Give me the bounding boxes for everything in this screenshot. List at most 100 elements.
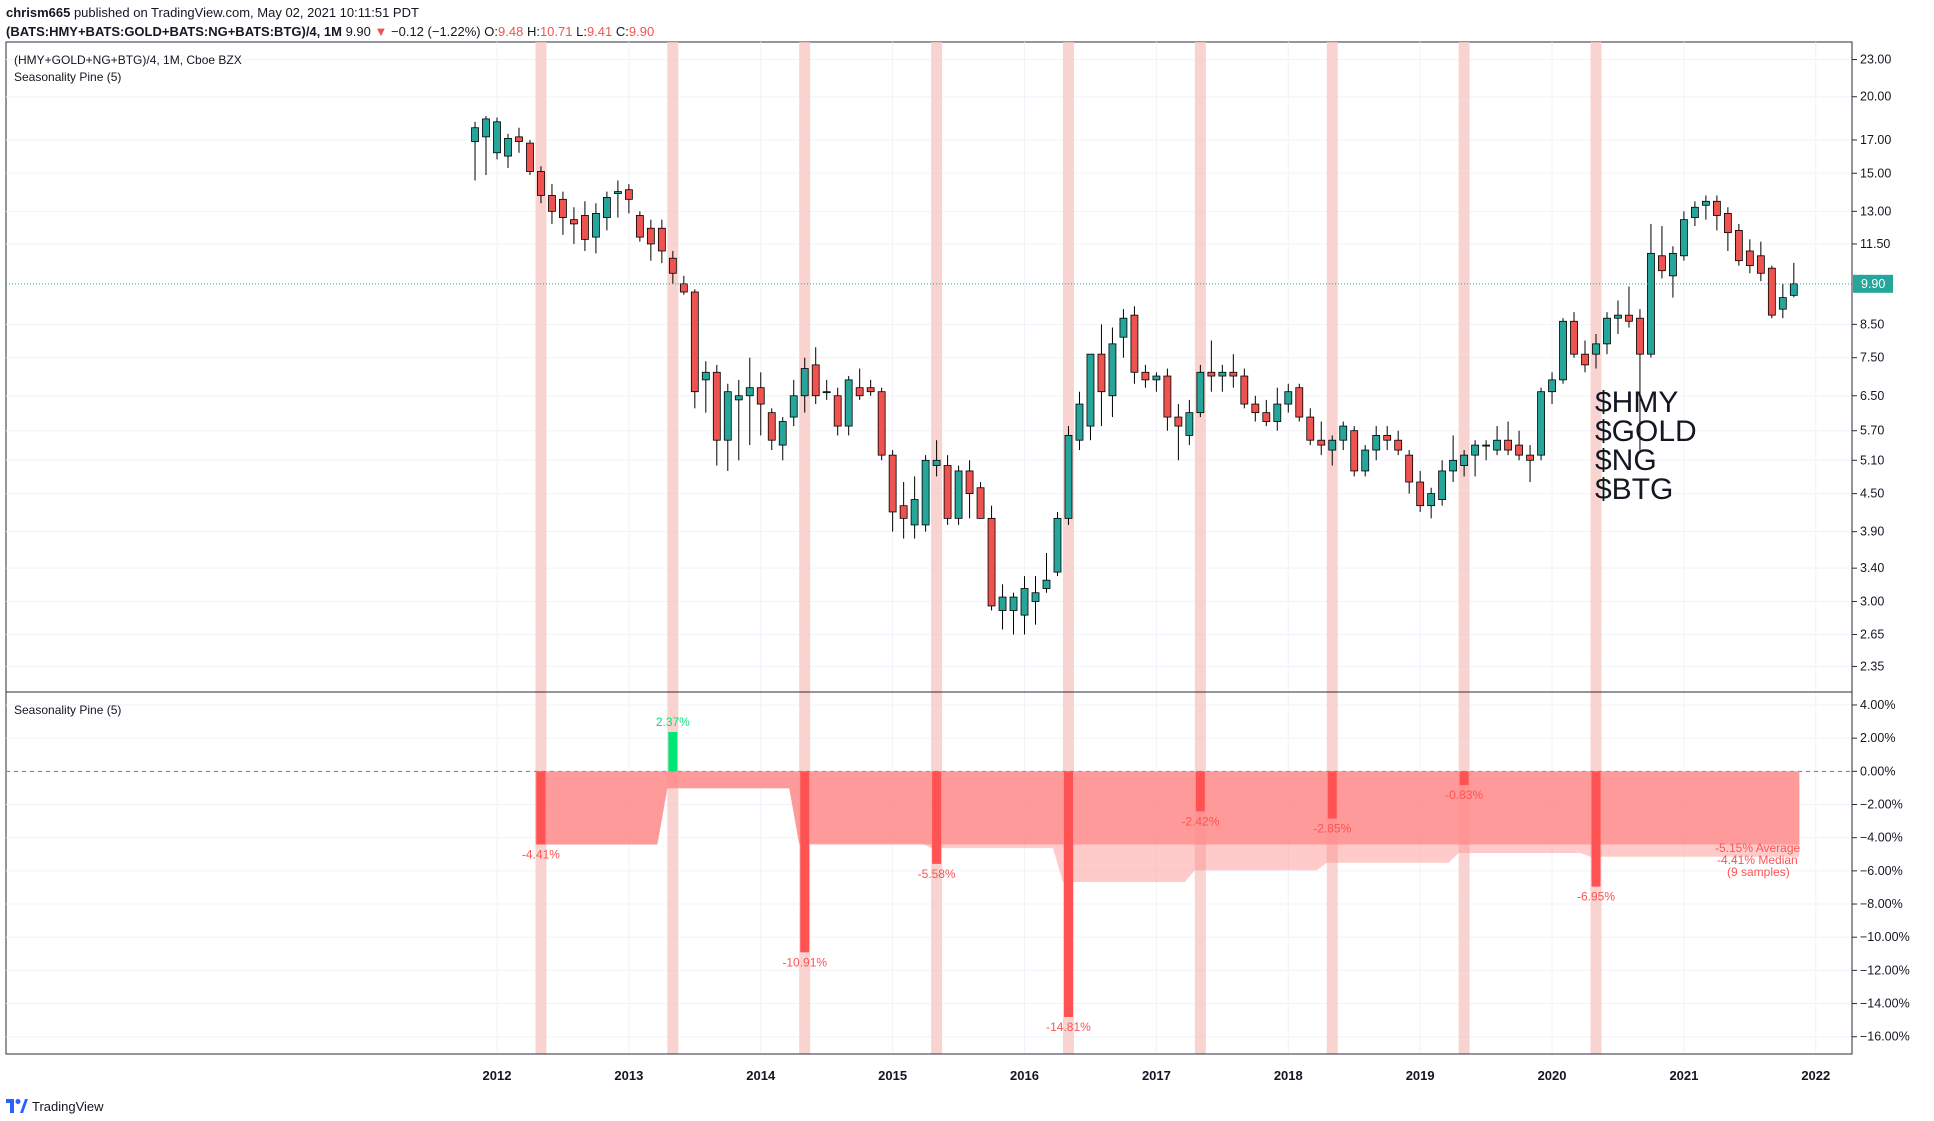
candle-down bbox=[1394, 439, 1403, 451]
candle-down bbox=[1636, 317, 1644, 355]
candle-down bbox=[1526, 454, 1534, 461]
low-value: 9.41 bbox=[586, 24, 613, 39]
candle-down bbox=[570, 219, 578, 225]
candle-down bbox=[1262, 412, 1271, 422]
candle-up bbox=[1218, 371, 1227, 377]
last-price: 9.90 bbox=[345, 24, 371, 39]
candle-down bbox=[548, 195, 556, 212]
stat-average: -5.15% Average bbox=[1715, 841, 1800, 855]
candle-up bbox=[789, 395, 798, 418]
candle-down bbox=[635, 215, 644, 238]
candle-up bbox=[822, 391, 831, 394]
percent-tick-label: −12.00% bbox=[1860, 963, 1910, 977]
candle-down bbox=[1504, 439, 1512, 451]
candle-up bbox=[603, 196, 611, 218]
candle-up bbox=[1559, 320, 1567, 381]
seasonality-bar bbox=[1063, 771, 1073, 1017]
tradingview-logo-icon[interactable] bbox=[6, 1099, 28, 1113]
candle-down bbox=[899, 505, 908, 519]
candle-down bbox=[767, 412, 776, 441]
candle-down bbox=[855, 387, 864, 397]
ticker-annotation[interactable]: $HMY $GOLD $NG $BTG bbox=[1595, 386, 1697, 506]
candle-down bbox=[624, 189, 633, 200]
candle-down bbox=[515, 136, 523, 142]
candle-down bbox=[1581, 353, 1589, 366]
percent-tick-label: 2.00% bbox=[1860, 731, 1895, 745]
main-pane-title: (HMY+GOLD+NG+BTG)/4, 1M, Cboe BZX bbox=[14, 53, 242, 67]
seasonality-stats: -5.15% Average -4.41% Median (9 samples) bbox=[1715, 841, 1800, 879]
annotation-line-2: $GOLD bbox=[1595, 415, 1697, 448]
candle-up bbox=[1152, 375, 1161, 381]
candle-up bbox=[1339, 425, 1348, 441]
candle-down bbox=[943, 465, 952, 519]
candlestick-series bbox=[471, 116, 1798, 635]
seasonality-bar-label: -14.81% bbox=[1046, 1020, 1091, 1034]
last-price-badge bbox=[1853, 274, 1893, 293]
footer: TradingView bbox=[6, 1096, 104, 1116]
candle-up bbox=[1449, 459, 1458, 472]
candle-up bbox=[613, 191, 622, 194]
publisher-name[interactable]: chrism665 bbox=[6, 5, 71, 20]
high-value: 10.71 bbox=[539, 24, 573, 39]
candle-down bbox=[1229, 371, 1238, 377]
annotation-line-3: $NG bbox=[1595, 444, 1657, 477]
stat-samples: (9 samples) bbox=[1727, 865, 1790, 879]
seasonality-bar-label: -10.91% bbox=[782, 955, 827, 969]
seasonality-bar-label: -4.41% bbox=[522, 847, 560, 861]
y-tick-label: 2.65 bbox=[1860, 627, 1884, 641]
candle-down bbox=[1163, 375, 1172, 418]
stat-median: -4.41% Median bbox=[1717, 853, 1798, 867]
candle-up bbox=[1548, 379, 1556, 393]
seasonality-bar-label: -2.42% bbox=[1181, 814, 1219, 828]
candle-up bbox=[1778, 297, 1787, 310]
x-tick-label: 2018 bbox=[1274, 1068, 1303, 1083]
candle-down bbox=[1745, 250, 1754, 267]
seasonality-bar bbox=[800, 771, 810, 953]
x-tick-label: 2015 bbox=[878, 1068, 907, 1083]
candle-down bbox=[657, 227, 666, 252]
candle-down bbox=[1306, 416, 1315, 441]
y-tick-label: 13.00 bbox=[1860, 204, 1891, 218]
candle-up bbox=[745, 387, 754, 397]
y-tick-label: 6.50 bbox=[1860, 389, 1884, 403]
candle-down bbox=[1317, 439, 1326, 446]
x-tick-label: 2022 bbox=[1801, 1068, 1830, 1083]
seasonality-pane-title[interactable]: Seasonality Pine (5) bbox=[14, 703, 121, 717]
footer-brand[interactable]: TradingView bbox=[32, 1098, 104, 1114]
candle-up bbox=[800, 368, 809, 397]
candle-down bbox=[1712, 200, 1721, 216]
candle-up bbox=[1064, 435, 1073, 519]
candle-up bbox=[1372, 435, 1381, 451]
seasonal-highlight-band bbox=[931, 42, 943, 1054]
candle-down bbox=[1295, 387, 1304, 418]
x-tick-label: 2017 bbox=[1142, 1068, 1171, 1083]
candle-down bbox=[1515, 444, 1523, 456]
candle-up bbox=[844, 379, 853, 427]
x-tick-label: 2012 bbox=[483, 1068, 512, 1083]
publish-info: chrism665 published on TradingView.com, … bbox=[6, 5, 419, 20]
high-label: H: bbox=[526, 24, 540, 39]
seasonal-highlight-band bbox=[1194, 42, 1206, 1054]
percent-axis[interactable]: 4.00% 2.00% 0.00% −2.00% −4.00% −6.00% −8.00% −… bbox=[1852, 698, 1910, 1044]
time-axis[interactable]: 2012 2013 2014 2015 2016 2017 2018 2019 2020 2021… bbox=[483, 1068, 1831, 1083]
candle-up bbox=[1702, 200, 1710, 206]
x-tick-label: 2014 bbox=[746, 1068, 776, 1083]
candle-up bbox=[1086, 353, 1095, 427]
candle-down bbox=[1207, 371, 1216, 377]
percent-tick-label: 0.00% bbox=[1860, 764, 1895, 778]
candle-down bbox=[1570, 320, 1578, 355]
low-label: L: bbox=[576, 24, 587, 39]
seasonality-bar bbox=[1459, 771, 1469, 786]
price-axis[interactable]: 23.00 20.00 17.00 15.00 13.00 11.50 8.50 7.50 6.… bbox=[1852, 53, 1891, 674]
published-text: published on TradingView.com, May 02, 20… bbox=[73, 5, 419, 20]
chart-header: chrism665 published on TradingView.com, … bbox=[0, 0, 1934, 42]
annotation-line-1: $HMY bbox=[1595, 386, 1678, 419]
candle-down bbox=[559, 198, 567, 218]
candle-down bbox=[1658, 255, 1666, 272]
symbol-name[interactable]: (BATS:HMY+BATS:GOLD+BATS:NG+BATS:BTG)/4,… bbox=[6, 24, 342, 39]
candle-up bbox=[1031, 592, 1040, 602]
seasonality-bar bbox=[932, 771, 942, 864]
candle-up bbox=[1789, 283, 1798, 296]
seasonality-bar-label: -5.58% bbox=[918, 867, 956, 881]
